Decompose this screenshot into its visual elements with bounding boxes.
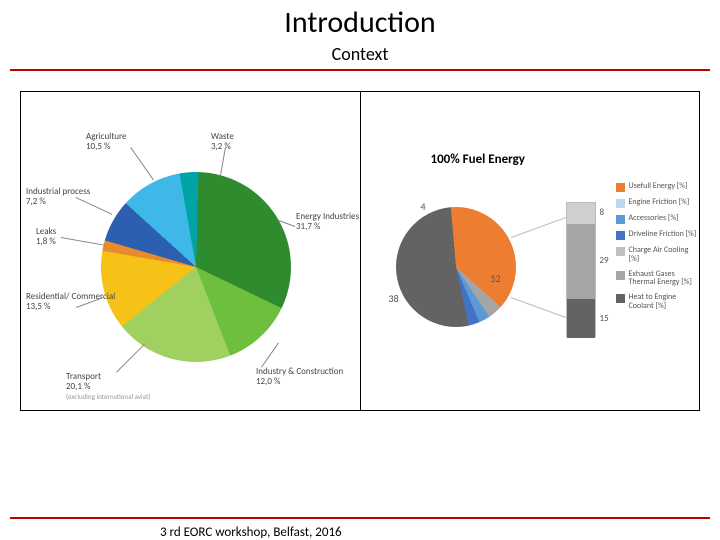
footer-text: 3 rd EORC workshop, Belfast, 2016 <box>0 519 720 540</box>
stack-value: 29 <box>600 255 609 266</box>
legend-swatch <box>616 247 625 256</box>
pie-label: Industrial process7,2 % <box>26 187 90 207</box>
extract-line <box>510 297 567 318</box>
legend-item: Usefull Energy [%] <box>616 182 699 192</box>
legend-item: Engine Friction [%] <box>616 198 699 208</box>
stack-value: 15 <box>600 313 609 324</box>
legend-label: Exhaust Gases Thermal Energy [%] <box>629 270 699 288</box>
stack-segment <box>567 224 595 299</box>
slide: Introduction Context Agriculture10,5 % Wa… <box>0 0 720 540</box>
fuel-pie <box>396 207 516 327</box>
legend-item: Charge Air Cooling [%] <box>616 246 699 264</box>
emissions-pie <box>101 172 291 362</box>
legend-swatch <box>616 271 625 280</box>
legend-swatch <box>616 199 625 208</box>
stack-segment <box>567 299 595 338</box>
extract-line <box>511 216 568 237</box>
fuel-pie-value: 4 <box>421 200 426 213</box>
pie-label: Residential/ Commercial13,5 % <box>26 292 115 312</box>
pie-label: Leaks1,8 % <box>36 227 56 247</box>
pie-label: Transport20,1 %(excluding international … <box>66 372 150 402</box>
pie-label: Energy Industries31,7 % <box>296 212 359 232</box>
fuel-pie-value: 52 <box>491 272 501 285</box>
pie-label: Industry & Construction12,0 % <box>256 367 343 387</box>
fuel-chart-title: 100% Fuel Energy <box>431 152 525 167</box>
legend-label: Accessories [%] <box>629 214 679 223</box>
slide-subtitle: Context <box>0 43 720 65</box>
pie-label: Agriculture10,5 % <box>86 132 127 152</box>
leader-line <box>61 237 105 246</box>
chart-panel: Agriculture10,5 % Waste3,2 % Energy Indust… <box>20 91 700 411</box>
loss-stack <box>566 202 596 337</box>
legend-label: Heat to Engine Coolant [%] <box>629 293 699 311</box>
stack-segment <box>567 203 595 224</box>
fuel-legend: Usefull Energy [%] Engine Friction [%] Acc… <box>616 182 699 317</box>
right-chart: 100% Fuel Energy 38 4 52 8 29 15 Usefull Energy… <box>361 92 700 410</box>
legend-swatch <box>616 183 625 192</box>
legend-item: Accessories [%] <box>616 214 699 224</box>
left-chart: Agriculture10,5 % Waste3,2 % Energy Indust… <box>21 92 361 410</box>
legend-label: Engine Friction [%] <box>629 198 690 207</box>
content-area: Agriculture10,5 % Waste3,2 % Energy Indust… <box>0 71 720 517</box>
slide-title: Introduction <box>0 4 720 41</box>
fuel-pie-value: 38 <box>389 292 399 305</box>
legend-swatch <box>616 231 625 240</box>
legend-label: Driveline Friction [%] <box>629 230 697 239</box>
legend-item: Driveline Friction [%] <box>616 230 699 240</box>
stack-value: 8 <box>600 207 605 218</box>
legend-label: Charge Air Cooling [%] <box>629 246 699 264</box>
legend-label: Usefull Energy [%] <box>629 182 688 191</box>
legend-swatch <box>616 294 625 303</box>
legend-item: Heat to Engine Coolant [%] <box>616 293 699 311</box>
legend-item: Exhaust Gases Thermal Energy [%] <box>616 270 699 288</box>
legend-swatch <box>616 215 625 224</box>
pie-label: Waste3,2 % <box>211 132 234 152</box>
